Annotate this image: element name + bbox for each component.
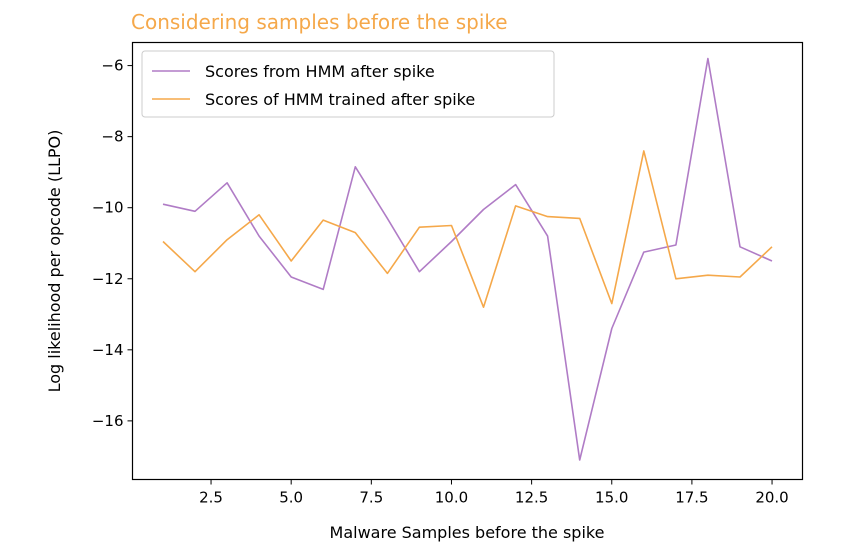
y-tick-label: −10 [92, 199, 124, 217]
x-axis: 2.5 5.0 7.5 10.0 12.5 15.0 17.5 20.0 [199, 479, 789, 507]
x-tick-label: 17.5 [675, 489, 708, 507]
y-tick-label: −6 [101, 57, 123, 75]
y-axis: −16 −14 −12 −10 −8 −6 [92, 57, 133, 430]
y-tick-label: −8 [101, 128, 123, 146]
x-tick-label: 20.0 [755, 489, 788, 507]
x-tick-label: 2.5 [199, 489, 223, 507]
y-tick-label: −16 [92, 412, 124, 430]
series-line-1 [162, 57, 773, 461]
x-tick-label: 15.0 [595, 489, 628, 507]
legend-label-1: Scores from HMM after spike [205, 62, 435, 81]
y-tick-label: −12 [92, 270, 124, 288]
legend-box [141, 50, 555, 118]
x-tick-label: 12.5 [515, 489, 548, 507]
x-axis-label: Malware Samples before the spike [330, 523, 605, 542]
x-tick-label: 10.0 [435, 489, 468, 507]
y-tick-label: −14 [92, 341, 124, 359]
plot-area [162, 57, 773, 461]
y-axis-label: Log likelihood per opcode (LLPO) [45, 130, 64, 393]
plot-frame [131, 41, 804, 481]
chart-title: Considering samples before the spike [131, 10, 508, 34]
legend: Scores from HMM after spike Scores of HMM… [141, 50, 555, 118]
legend-label-2: Scores of HMM trained after spike [205, 90, 475, 109]
x-tick-label: 7.5 [359, 489, 383, 507]
x-tick-label: 5.0 [279, 489, 303, 507]
series-line-2 [162, 150, 773, 309]
